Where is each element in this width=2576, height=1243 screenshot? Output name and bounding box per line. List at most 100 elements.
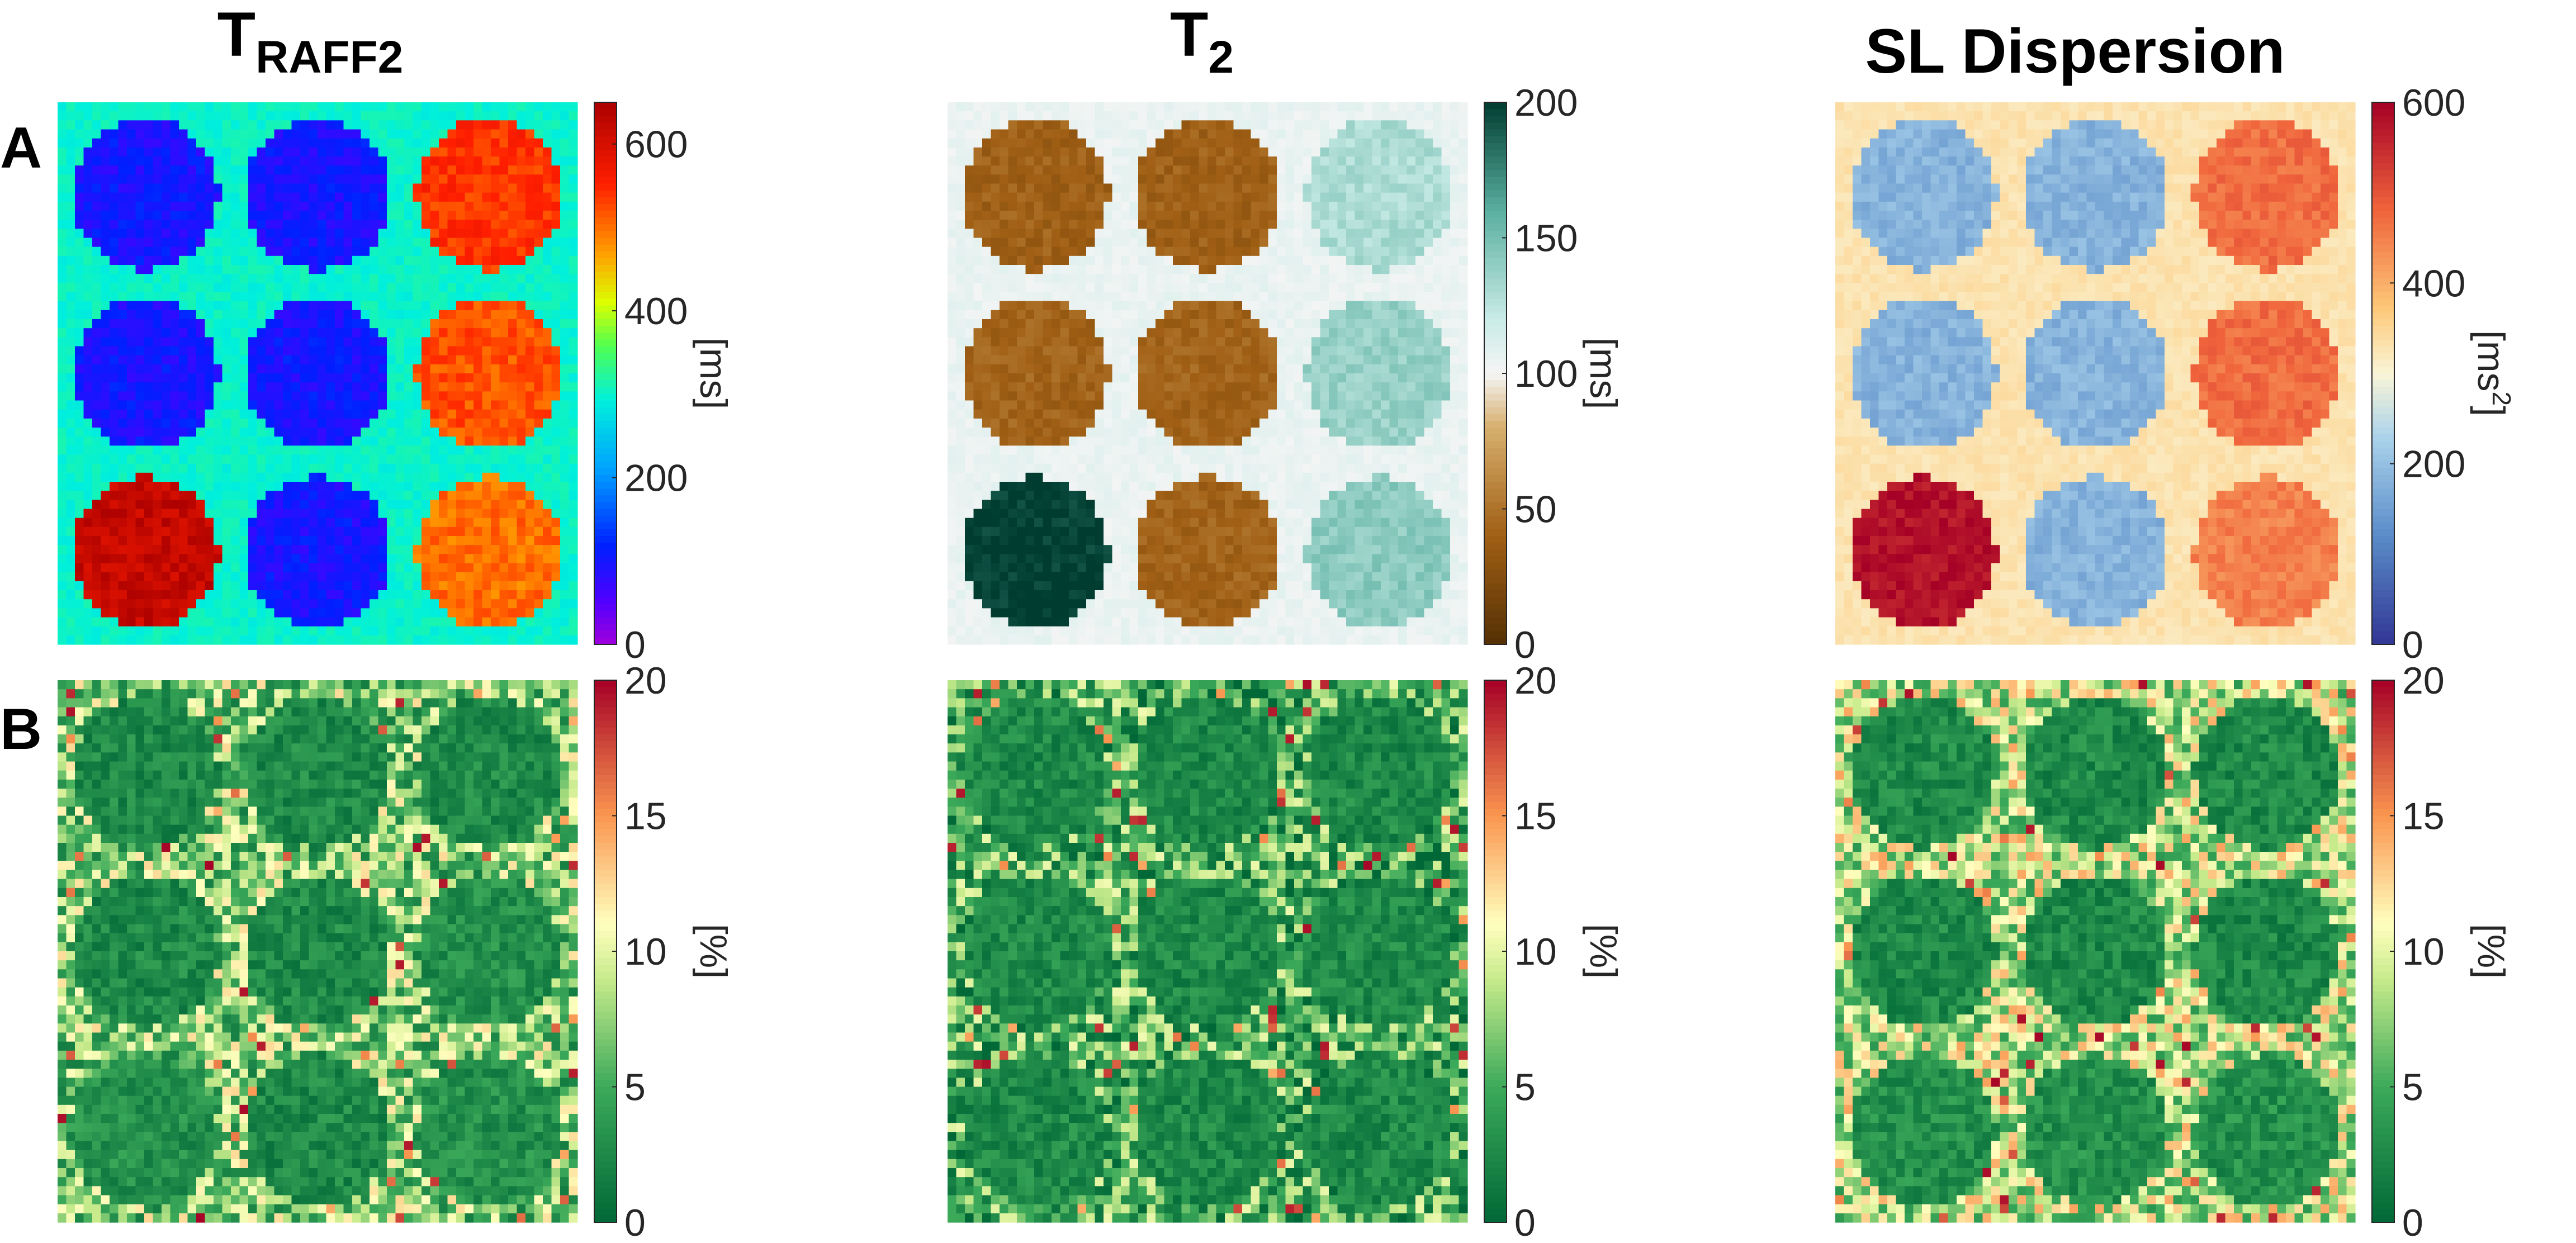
heatmap-cell [300, 526, 310, 537]
heatmap-cell [1043, 255, 1052, 265]
heatmap-cell [370, 346, 379, 356]
heatmap-cell [205, 211, 214, 220]
heatmap-cell [413, 409, 422, 419]
heatmap-cell [378, 364, 387, 374]
heatmap-cell [1381, 174, 1390, 184]
heatmap-cell [370, 382, 379, 392]
heatmap-cell [430, 265, 439, 274]
heatmap-cell [1415, 246, 1425, 257]
heatmap-cell [569, 554, 578, 564]
heatmap-cell [956, 120, 965, 130]
heatmap-cell [370, 437, 379, 446]
heatmap-cell [413, 599, 422, 609]
heatmap-cell [430, 526, 439, 537]
heatmap-cell [66, 391, 75, 401]
heatmap-cell [982, 292, 992, 302]
heatmap-cell [991, 211, 1000, 220]
heatmap-cell [543, 400, 552, 410]
heatmap-cell [1415, 238, 1425, 248]
heatmap-cell [465, 518, 474, 528]
heatmap-cell [422, 608, 431, 618]
heatmap-cell [291, 617, 301, 627]
heatmap-cell [439, 382, 448, 392]
heatmap-cell [101, 526, 110, 537]
heatmap-cell [465, 635, 474, 645]
heatmap-cell [66, 437, 75, 446]
heatmap-cell [318, 156, 327, 166]
heatmap-cell [135, 211, 145, 220]
heatmap-cell [387, 102, 396, 112]
colorbar-tick-label: 200 [624, 457, 688, 500]
heatmap-cell [1199, 255, 1208, 265]
heatmap-cell [66, 111, 75, 121]
heatmap-cell [309, 328, 318, 338]
heatmap-cell [456, 337, 466, 347]
heatmap-cell [1216, 138, 1225, 148]
heatmap-cell [92, 391, 102, 401]
heatmap-cell [430, 192, 439, 202]
heatmap-cell [135, 554, 145, 564]
heatmap-cell [965, 138, 974, 148]
heatmap-cell [1450, 156, 1460, 166]
heatmap-cell [83, 382, 93, 392]
heatmap-cell [153, 346, 162, 356]
heatmap-cell [1156, 111, 1165, 121]
heatmap-cell [551, 183, 561, 193]
heatmap-cell [309, 364, 318, 374]
heatmap-cell [517, 111, 526, 121]
heatmap-cell [352, 572, 362, 582]
heatmap-cell [1052, 265, 1061, 274]
heatmap-cell [569, 274, 578, 283]
heatmap-cell [1216, 274, 1225, 283]
heatmap-cell [1459, 174, 1468, 184]
heatmap-cell [187, 120, 197, 130]
heatmap-cell [551, 310, 561, 320]
heatmap-cell [517, 355, 526, 365]
heatmap-cell [343, 346, 353, 356]
heatmap-cell [491, 409, 500, 419]
heatmap-cell [153, 437, 162, 446]
heatmap-cell [1121, 165, 1130, 175]
heatmap-cell [551, 346, 561, 356]
heatmap-cell [266, 418, 275, 428]
heatmap-cell [973, 255, 983, 265]
heatmap-cell [473, 491, 483, 500]
heatmap-cell [447, 509, 457, 519]
heatmap-cell [1129, 138, 1139, 148]
heatmap-cell [92, 301, 102, 311]
heatmap-cell [1000, 156, 1009, 166]
heatmap-cell [196, 328, 206, 338]
heatmap-cell [387, 563, 396, 573]
heatmap-cell [75, 120, 84, 130]
heatmap-cell [525, 147, 535, 157]
heatmap-cell [1381, 129, 1390, 139]
heatmap-cell [560, 518, 570, 528]
heatmap-cell [569, 246, 578, 257]
heatmap-cell [179, 635, 188, 645]
heatmap-cell [135, 319, 145, 329]
heatmap-cell [534, 409, 543, 419]
heatmap-cell [266, 238, 275, 248]
heatmap-cell [343, 509, 353, 519]
heatmap-cell [343, 246, 353, 257]
heatmap-cell [473, 229, 483, 239]
heatmap-cell [291, 563, 301, 573]
heatmap-cell [525, 111, 535, 121]
heatmap-cell [352, 192, 362, 202]
heatmap-cell [291, 463, 301, 473]
heatmap-cell [422, 418, 431, 428]
heatmap-cell [447, 563, 457, 573]
heatmap-cell [473, 428, 483, 437]
heatmap-cell [456, 192, 466, 202]
heatmap-cell [491, 301, 500, 311]
heatmap-cell [551, 536, 561, 545]
heatmap-cell [370, 635, 379, 645]
heatmap-cell [482, 102, 491, 112]
heatmap-cell [92, 463, 102, 473]
heatmap-cell [205, 509, 214, 519]
heatmap-cell [1242, 120, 1252, 130]
heatmap-cell [1225, 229, 1234, 239]
colorbar-segment [594, 190, 617, 198]
heatmap-cell [291, 274, 301, 283]
heatmap-cell [118, 617, 127, 627]
